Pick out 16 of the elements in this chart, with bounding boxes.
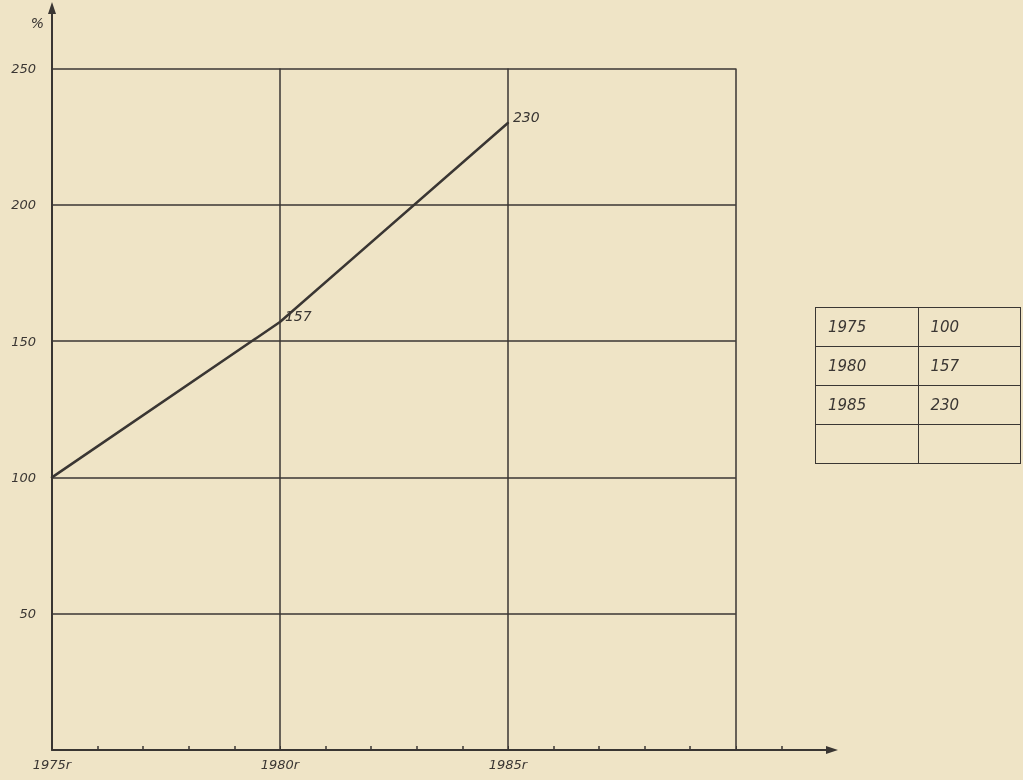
y-tick-label: 200 [11, 197, 36, 213]
category-label: 1985 [815, 385, 918, 425]
x-tick-label: 1980r [260, 757, 301, 772]
y-tick-label: 250 [11, 61, 36, 77]
x-tick-label: 1985r [488, 757, 529, 772]
category-label: 1975 [815, 307, 918, 347]
y-tick-label: 50 [19, 606, 36, 622]
x-tick-label: 1975r [32, 757, 73, 772]
data-label: 230 [512, 109, 540, 126]
y-tick-label: 100 [11, 469, 36, 485]
category-label: 1980 [815, 346, 918, 386]
data-label: 230 [918, 385, 1021, 425]
data-label: 157 [918, 346, 1021, 386]
y-axis-title: % [30, 15, 44, 31]
data-label: 100 [918, 307, 1021, 347]
y-tick-label: 150 [11, 333, 36, 349]
